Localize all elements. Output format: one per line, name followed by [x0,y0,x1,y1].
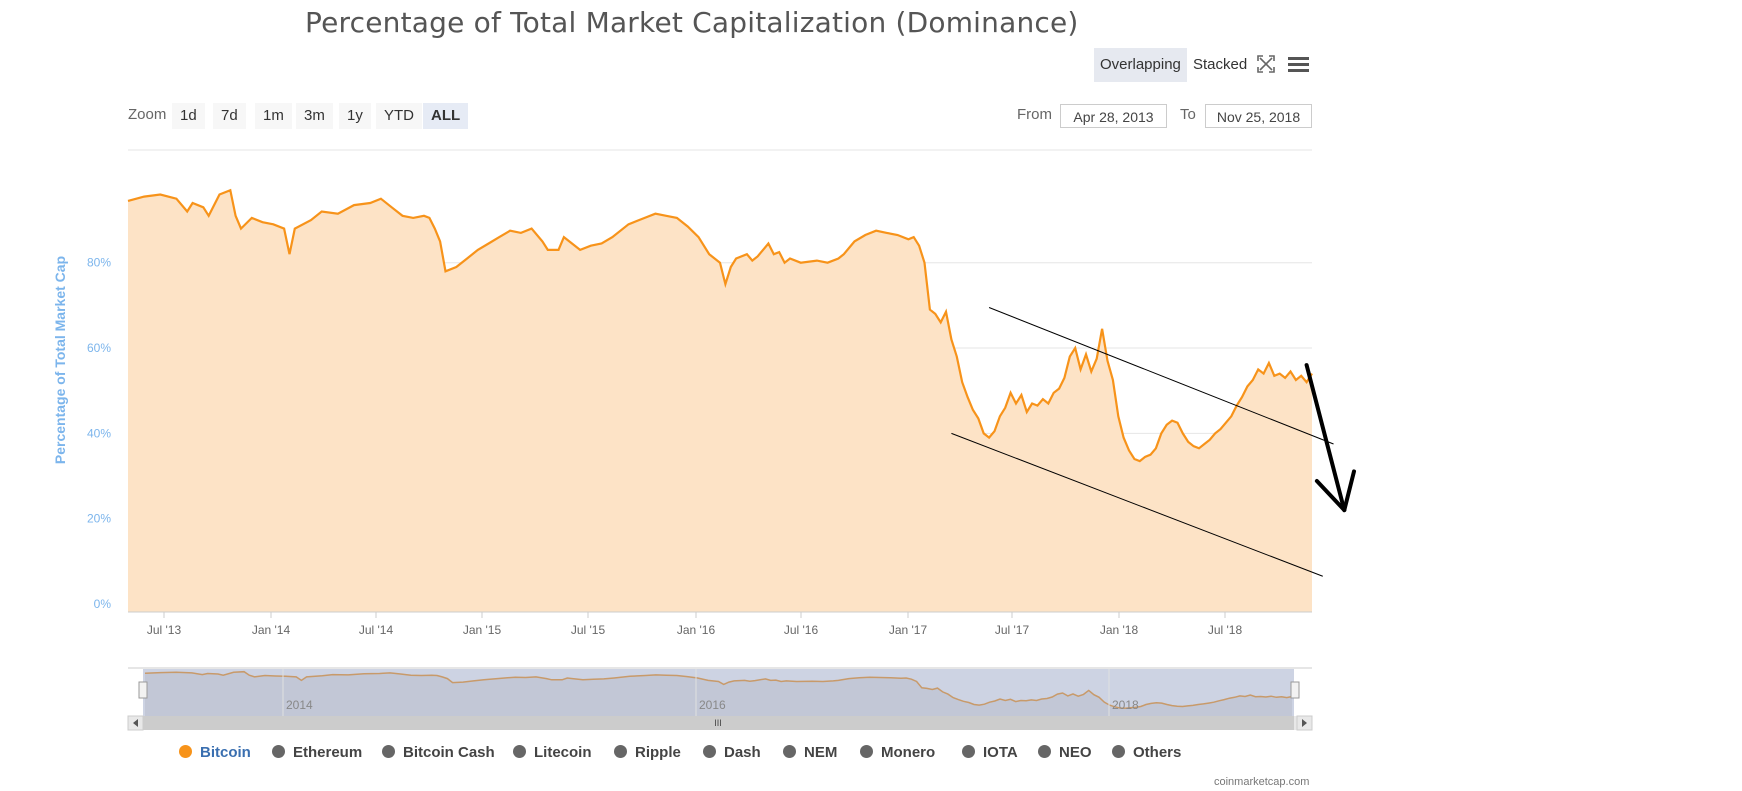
y-tick-label: 60% [87,341,111,355]
overlapping-button[interactable]: Overlapping [1094,48,1187,82]
scrollbar-grip-icon: III [714,718,722,728]
legend-item-iota[interactable]: IOTA [962,744,1018,761]
navigator-label-2016: 2016 [699,698,726,712]
y-tick-label: 80% [87,256,111,270]
zoom-3m-button[interactable]: 3m [296,103,333,129]
x-tick-label: Jan '16 [677,623,716,637]
y-tick-label: 20% [87,512,111,526]
zoom-1m-button[interactable]: 1m [255,103,292,129]
ethereum-dot-icon [272,745,285,758]
navigator-label-2014: 2014 [286,698,313,712]
scroll-right-arrow-icon [1302,719,1307,727]
bitcoin-cash-dot-icon [382,745,395,758]
legend-item-bitcoin-cash[interactable]: Bitcoin Cash [382,744,495,761]
ripple-dot-icon [614,745,627,758]
x-tick-label: Jan '14 [252,623,291,637]
legend-item-others[interactable]: Others [1112,744,1181,761]
x-tick-label: Jul '17 [995,623,1030,637]
navigator-area [145,671,1292,716]
y-tick-label: 40% [87,426,111,440]
arrow-head [1314,469,1356,513]
x-tick-label: Jul '18 [1208,623,1243,637]
legend-item-dash[interactable]: Dash [703,744,761,761]
to-label: To [1180,106,1196,123]
scrollbar-thumb[interactable] [143,716,1294,730]
iota-dot-icon [962,745,975,758]
bitcoin-series-line [127,188,1313,463]
bitcoin-dot-icon [179,745,192,758]
neo-dot-icon [1038,745,1051,758]
hamburger-menu-icon[interactable] [1288,57,1309,72]
nem-dot-icon [783,745,796,758]
navigator-right-handle[interactable] [1290,681,1300,699]
navigator-left-handle[interactable] [138,681,148,699]
x-tick-label: Jul '13 [147,623,182,637]
credits-link[interactable]: coinmarketcap.com [1214,776,1310,788]
x-tick-label: Jul '15 [571,623,606,637]
scroll-left-arrow-icon [133,719,138,727]
x-tick-label: Jan '18 [1100,623,1139,637]
navigator-line [144,670,1293,709]
from-date-input[interactable]: Apr 28, 2013 [1060,104,1167,128]
litecoin-dot-icon [513,745,526,758]
bitcoin-area-fill [128,190,1312,612]
y-tick-label: 0% [94,597,112,611]
navigator[interactable]: 2014 2016 2018 III [127,667,1313,731]
to-date-input[interactable]: Nov 25, 2018 [1205,104,1312,128]
zoom-all-button[interactable]: ALL [423,103,469,129]
legend-item-monero[interactable]: Monero [860,744,935,761]
x-tick-label: Jul '14 [359,623,394,637]
x-tick-label: Jul '16 [784,623,819,637]
zoom-ytd-button[interactable]: YTD [376,103,422,129]
navigator-label-2018: 2018 [1112,698,1139,712]
dash-dot-icon [703,745,716,758]
chart-title: Percentage of Total Market Capitalizatio… [305,6,1079,39]
x-axis-ticks: Jul '13 Jan '14 Jul '14 Jan '15 Jul '15 Jan '… [128,611,1312,637]
zoom-1d-button[interactable]: 1d [172,103,205,129]
zoom-label: Zoom [128,106,167,123]
legend-item-ethereum[interactable]: Ethereum [272,744,362,761]
lower-trend-line [951,432,1323,577]
others-dot-icon [1112,745,1125,758]
legend-item-litecoin[interactable]: Litecoin [513,744,592,761]
arrow-shaft [1304,363,1347,513]
legend-item-nem[interactable]: NEM [783,744,837,761]
upper-trend-line [988,307,1334,445]
y-axis-label: Percentage of Total Market Cap [52,256,68,464]
from-label: From [1017,106,1052,123]
monero-dot-icon [860,745,873,758]
legend-item-neo[interactable]: NEO [1038,744,1092,761]
y-axis-ticks: 0% 20% 40% 60% 80% [87,256,111,611]
zoom-1y-button[interactable]: 1y [339,103,371,129]
x-tick-label: Jan '17 [889,623,928,637]
fullscreen-icon[interactable] [1257,55,1275,73]
legend-item-bitcoin[interactable]: Bitcoin [179,744,251,761]
stacked-button[interactable]: Stacked [1193,56,1248,73]
legend-item-ripple[interactable]: Ripple [614,744,681,761]
x-tick-label: Jan '15 [463,623,502,637]
downward-arrow-annotation [1304,363,1356,513]
zoom-7d-button[interactable]: 7d [213,103,246,129]
